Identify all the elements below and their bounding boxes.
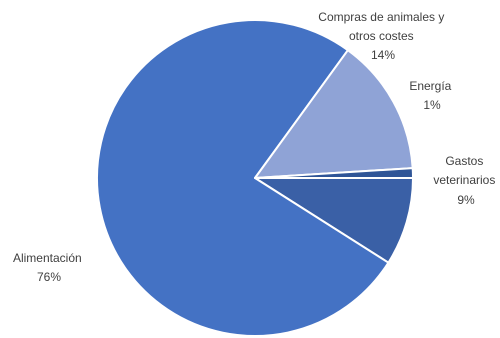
slice-label-energia: Energía 1% [409,79,454,112]
svg-text:Energía 1%: Energía 1% [409,79,454,112]
svg-text:Compras de animales y ot: Compras de animales y otros costes 14% [318,10,447,62]
slice-label-line: Alimentación [13,251,82,265]
slice-label-line: Gastos [445,154,483,168]
slice-label-line: Energía [409,79,451,93]
svg-text:Gastos veterinarios: Gastos veterinarios 9% [433,154,498,207]
slice-label-line: veterinarios [433,173,495,187]
slice-label-gastos-veterinarios: Gastos veterinarios 9% [433,154,498,207]
svg-text:Alimentación 76%: Alimentación 76% [13,251,85,284]
pie-slice-compras-de-animales-y-otros-costes [254,49,414,179]
slice-value-label: 14% [371,48,395,62]
pie-slice-gastos-veterinarios [254,177,414,264]
pie-slice-energia [254,167,415,179]
slice-label-line: otros costes [349,29,414,43]
pie-slices [96,19,415,337]
slice-label-line: Compras de animales y [318,10,444,24]
slice-label-alimentacion: Alimentación 76% [13,251,85,284]
slice-value-label: 1% [423,98,441,112]
slice-label-compras-otros-costes: Compras de animales y otros costes 14% [318,10,447,62]
slice-value-label: 76% [37,270,61,284]
slice-value-label: 9% [457,193,475,207]
pie-slice-alimentacion [96,19,390,337]
